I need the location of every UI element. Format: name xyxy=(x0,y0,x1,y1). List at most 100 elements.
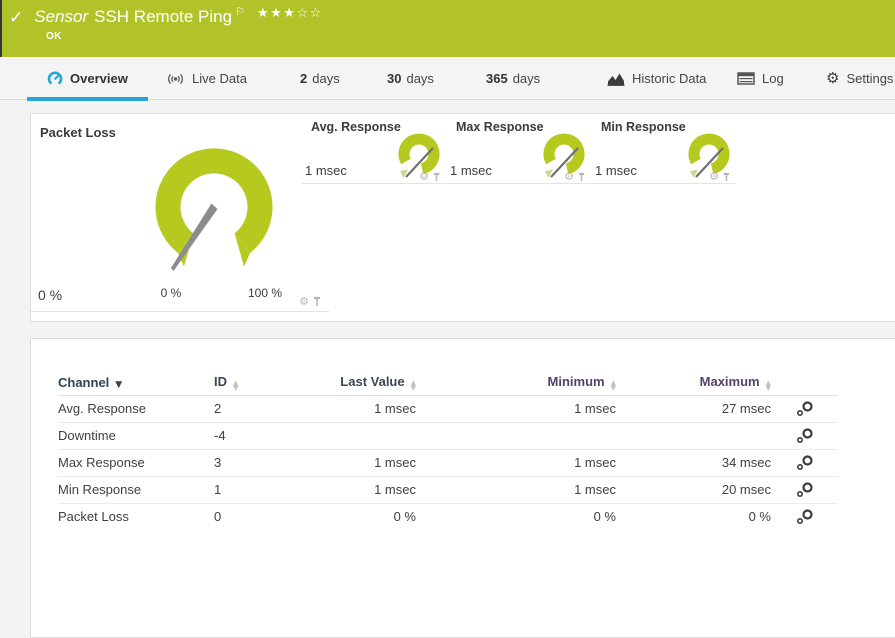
gauge-min-response: Min Response 1 msec ⚙ xyxy=(591,114,735,184)
tab-label: days xyxy=(312,71,340,86)
column-header-id[interactable]: ID ▲ ▼ xyxy=(214,371,272,395)
gear-icon[interactable]: ⚙ xyxy=(299,295,309,308)
gauge-packet-loss: Packet Loss 0 % 100 % 0 % ⚙ xyxy=(31,114,329,312)
channel-name: Packet Loss xyxy=(58,502,214,530)
channel-maximum: 34 msec xyxy=(616,448,771,476)
column-header-minimum[interactable]: Minimum ▲ ▼ xyxy=(416,371,616,395)
channel-name: Downtime xyxy=(58,421,214,449)
gauge-icon xyxy=(47,71,63,85)
packet-loss-gauge-graphic xyxy=(155,148,273,271)
column-label: Minimum xyxy=(547,374,605,390)
gear-icon[interactable]: ⚙ xyxy=(419,170,429,183)
tab-live-data[interactable]: Live Data xyxy=(146,57,267,100)
gauge-title: Avg. Response xyxy=(311,120,401,134)
settings-gear-icon: ⚙ xyxy=(826,69,840,87)
gauge-title: Packet Loss xyxy=(40,125,116,140)
channel-minimum: 1 msec xyxy=(416,475,616,503)
gear-icon[interactable]: ⚙ xyxy=(709,170,719,183)
column-label: ID xyxy=(214,374,227,390)
channel-settings-icon[interactable] xyxy=(796,401,814,417)
column-label: Channel xyxy=(58,375,110,391)
gear-icon[interactable]: ⚙ xyxy=(564,170,574,183)
tab-overview[interactable]: Overview xyxy=(27,57,148,101)
channel-settings-icon[interactable] xyxy=(796,428,814,444)
log-list-icon xyxy=(737,72,755,85)
gauge-value: 1 msec xyxy=(305,163,347,178)
gauge-title: Max Response xyxy=(456,120,544,134)
channel-minimum: 1 msec xyxy=(416,394,616,422)
gauge-value: 1 msec xyxy=(450,163,492,178)
channel-maximum: 27 msec xyxy=(616,394,771,422)
column-header-channel[interactable]: Channel ▼ xyxy=(58,371,214,395)
channel-maximum: 20 msec xyxy=(616,475,771,503)
active-tab-indicator xyxy=(27,97,148,101)
tab-2-days[interactable]: 2 days xyxy=(280,57,360,100)
channel-id: 1 xyxy=(214,475,272,503)
channel-last-value: 1 msec xyxy=(272,394,416,422)
pin-icon[interactable] xyxy=(578,172,585,182)
gauge-title: Min Response xyxy=(601,120,686,134)
channel-name: Max Response xyxy=(58,448,214,476)
channel-last-value xyxy=(272,421,416,449)
tab-label: days xyxy=(406,71,434,86)
table-row: Min Response 1 1 msec 1 msec 20 msec xyxy=(58,475,838,503)
priority-stars[interactable]: ★★★☆☆ xyxy=(257,6,323,21)
table-row: Avg. Response 2 1 msec 1 msec 27 msec xyxy=(58,394,838,422)
sort-icon: ▲ ▼ xyxy=(233,379,239,393)
column-header-maximum[interactable]: Maximum ▲ ▼ xyxy=(616,371,771,395)
channel-maximum xyxy=(616,421,771,449)
live-data-icon xyxy=(168,73,183,84)
pin-icon[interactable] xyxy=(433,172,440,182)
tab-historic-data[interactable]: Historic Data xyxy=(587,57,726,100)
channel-name: Min Response xyxy=(58,475,214,503)
historic-chart-icon xyxy=(607,73,625,86)
min-response-gauge-graphic xyxy=(688,133,730,178)
gauge-max-response: Max Response 1 msec ⚙ xyxy=(446,114,590,184)
sort-icon: ▲ ▼ xyxy=(765,379,771,393)
channel-id: -4 xyxy=(214,421,272,449)
stars-empty[interactable]: ☆☆ xyxy=(296,6,323,21)
tab-label: Historic Data xyxy=(632,71,707,86)
channels-table-panel: Channel ▼ ID ▲ ▼ Last Value ▲ ▼ Minimum ▲ ▼ Max… xyxy=(30,338,895,638)
gauge-scale-max: 100 % xyxy=(247,286,283,300)
tab-bar: Overview Live Data 2 days 30 days 365 da… xyxy=(0,57,895,101)
channel-settings-icon[interactable] xyxy=(796,482,814,498)
tab-30-days[interactable]: 30 days xyxy=(367,57,454,100)
channels-table: Channel ▼ ID ▲ ▼ Last Value ▲ ▼ Minimum ▲ ▼ Max… xyxy=(58,371,838,530)
column-label: Last Value xyxy=(340,374,405,390)
page-title: SSH Remote Ping xyxy=(94,7,233,26)
sort-icon: ▲ ▼ xyxy=(610,379,616,393)
stars-filled[interactable]: ★★★ xyxy=(256,6,297,21)
channel-last-value: 0 % xyxy=(272,502,416,530)
gauge-scale-min: 0 % xyxy=(160,286,182,300)
gauge-value: 0 % xyxy=(38,287,63,303)
tab-settings[interactable]: ⚙ Settings xyxy=(806,57,895,100)
sort-icon: ▲ ▼ xyxy=(410,379,416,393)
channel-minimum: 0 % xyxy=(416,502,616,530)
tab-number: 2 xyxy=(300,71,308,86)
table-header-row: Channel ▼ ID ▲ ▼ Last Value ▲ ▼ Minimum ▲ ▼ Max… xyxy=(58,371,838,395)
priority-flag-icon[interactable]: ⚐ xyxy=(235,5,245,18)
channel-minimum xyxy=(416,421,616,449)
pin-icon[interactable] xyxy=(723,172,730,182)
channel-last-value: 1 msec xyxy=(272,475,416,503)
channel-last-value: 1 msec xyxy=(272,448,416,476)
channel-settings-icon[interactable] xyxy=(796,455,814,471)
gauge-value: 1 msec xyxy=(595,163,637,178)
tab-label: Live Data xyxy=(192,71,247,86)
column-header-last-value[interactable]: Last Value ▲ ▼ xyxy=(272,371,416,395)
column-label: Maximum xyxy=(699,374,760,390)
status-check-icon: ✓ xyxy=(9,8,24,27)
tab-365-days[interactable]: 365 days xyxy=(466,57,560,100)
tab-number: 30 xyxy=(387,71,402,86)
sensor-header-bar: ✓ Sensor SSH Remote Ping ⚐ ★★★☆☆ OK xyxy=(0,0,895,57)
table-row: Packet Loss 0 0 % 0 % 0 % xyxy=(58,502,838,530)
pin-icon[interactable] xyxy=(313,296,321,307)
gauge-panel: Packet Loss 0 % 100 % 0 % ⚙ Avg. Respons… xyxy=(30,113,895,322)
channel-settings-icon[interactable] xyxy=(796,509,814,525)
tab-label: days xyxy=(512,71,541,86)
avg-response-gauge-graphic xyxy=(398,133,440,178)
tab-log[interactable]: Log xyxy=(717,57,804,100)
sort-desc-icon: ▼ xyxy=(115,380,123,391)
window-edge xyxy=(0,0,2,57)
